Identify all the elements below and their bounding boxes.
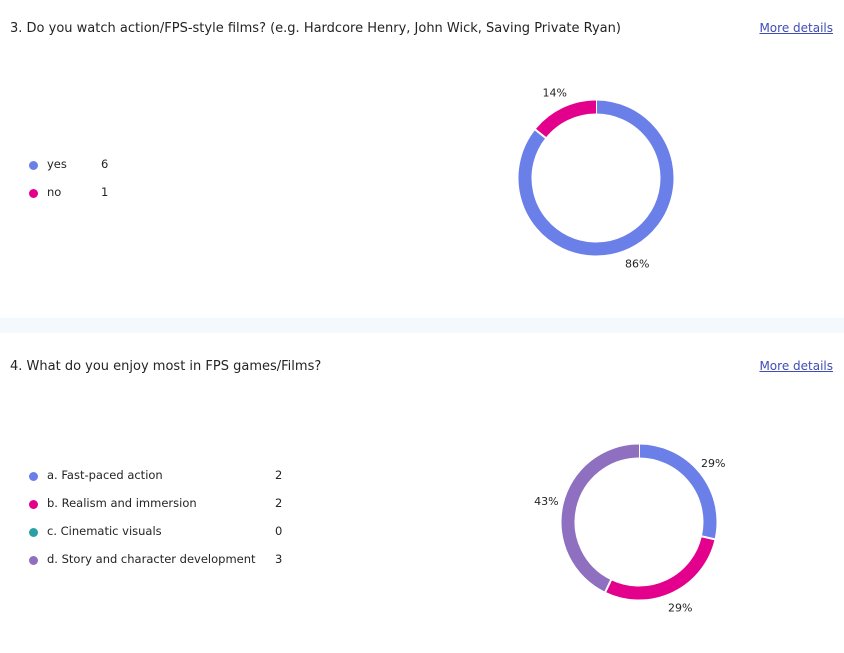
legend-count: 2 (275, 468, 283, 482)
segment-separator (534, 128, 547, 140)
question-title: 3. Do you watch action/FPS-style films? … (10, 21, 621, 36)
question-3-card: 3. Do you watch action/FPS-style films? … (0, 0, 844, 318)
donut-segment-4[interactable] (561, 444, 640, 592)
question-4-card: 4. What do you enjoy most in FPS games/F… (0, 333, 844, 653)
legend-label: no (47, 185, 62, 199)
more-details-link[interactable]: More details (759, 21, 833, 35)
donut-segment-1[interactable] (638, 444, 717, 540)
donut-data-label: 29% (701, 457, 725, 470)
donut-data-label: 29% (668, 602, 692, 615)
donut-segment-1[interactable] (518, 100, 674, 256)
legend-dot-icon (29, 161, 38, 170)
legend-label: c. Cinematic visuals (47, 524, 162, 538)
donut-data-label: 86% (625, 258, 649, 271)
question-title: 4. What do you enjoy most in FPS games/F… (10, 359, 322, 374)
legend-dot-icon (29, 528, 38, 537)
legend-dot-icon (29, 556, 38, 565)
donut-data-label: 14% (543, 86, 567, 99)
donut-chart: 29% 29% 43% (534, 443, 726, 615)
legend-label: a. Fast-paced action (47, 468, 163, 482)
legend-dot-icon (29, 472, 38, 481)
legend-label: b. Realism and immersion (47, 496, 197, 510)
legend-dot-icon (29, 500, 38, 509)
legend-count: 0 (275, 524, 283, 538)
donut-chart: 86% 14% (518, 86, 674, 271)
legend-count: 3 (275, 552, 283, 566)
legend-count: 1 (101, 185, 109, 199)
donut-segment-2[interactable] (605, 536, 715, 600)
legend-count: 2 (275, 496, 283, 510)
more-details-link[interactable]: More details (759, 359, 833, 373)
segment-separator (700, 535, 716, 541)
legend-label: yes (47, 157, 67, 171)
donut-data-label: 43% (534, 495, 558, 508)
segment-separator (604, 578, 613, 594)
section-divider (0, 318, 844, 333)
donut-segment-2[interactable] (535, 100, 597, 138)
legend-dot-icon (29, 189, 38, 198)
legend-count: 6 (101, 157, 109, 171)
legend-label: d. Story and character development (47, 552, 256, 566)
